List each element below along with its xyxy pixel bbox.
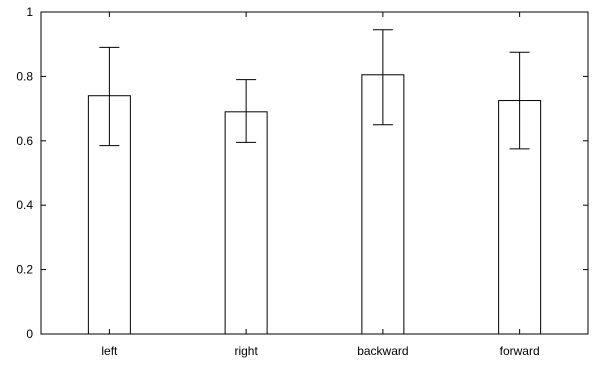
plot-frame [40,11,589,335]
bar-right [224,111,268,335]
y-tick-label: 0.4 [16,198,33,212]
y-tick-label: 0 [26,327,33,341]
error-bars [99,29,530,150]
y-axis: 0 0.2 0.4 0.6 0.8 1 [16,5,588,341]
x-axis: left right backward forward [101,12,540,358]
y-tick-label: 1 [26,5,33,19]
plot-box [40,11,589,335]
x-tick-label-forward: forward [500,344,540,358]
y-tick-label: 0.8 [16,69,33,83]
x-tick-label-left: left [101,344,118,358]
x-tick-label-right: right [234,344,258,358]
bars [87,74,542,335]
x-tick-label-backward: backward [357,344,408,358]
y-tick-label: 0.2 [16,263,33,277]
y-tick-label: 0.6 [16,134,33,148]
